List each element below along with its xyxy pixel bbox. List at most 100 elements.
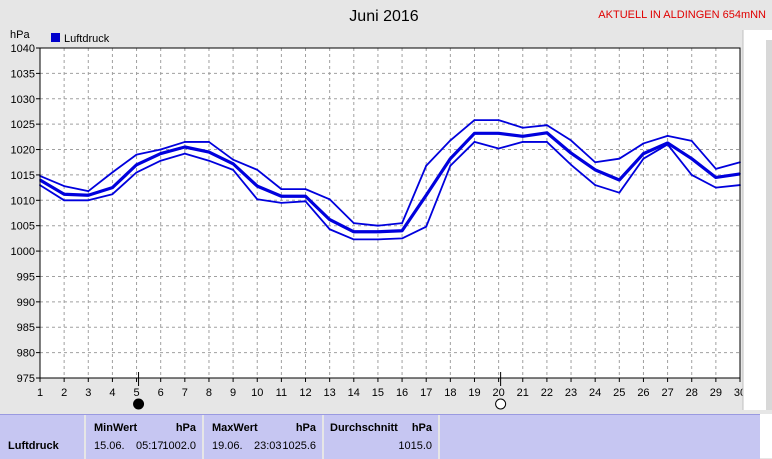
y-tick-label: 1015 — [11, 170, 35, 182]
chart-area: 975 980 985 990 995 1000 1005 1010 1015 1020 1025 1… — [10, 8, 772, 410]
stats-table: Luftdruck MinWert hPa 15.06. 05:17 1002.… — [0, 414, 760, 459]
x-tick-labels: 1 2 3 4 5 6 7 8 9 10 11 12 13 14 15 16 17 18 19 20 21 22 23 24 2… — [37, 378, 746, 399]
data-point — [594, 161, 597, 164]
data-point — [135, 153, 138, 156]
data-point — [401, 222, 403, 225]
x-tick-label: 17 — [420, 387, 432, 399]
data-point — [425, 194, 428, 197]
legend-swatch — [51, 33, 60, 42]
average-unit: hPa — [411, 422, 432, 434]
moon-phases — [133, 372, 507, 410]
data-point — [594, 184, 597, 186]
data-point — [618, 191, 621, 194]
data-point — [280, 201, 283, 204]
x-tick-label: 2 — [61, 387, 67, 399]
data-point — [111, 193, 114, 196]
data-point — [545, 141, 548, 143]
data-point — [87, 194, 90, 197]
data-point — [401, 237, 403, 240]
station-banner: AKTUELL IN ALDINGEN 654mNN — [598, 9, 766, 21]
y-tick-label: 1040 — [11, 43, 35, 55]
x-tick-label: 1 — [37, 387, 43, 399]
data-point — [183, 141, 186, 143]
data-point — [545, 124, 548, 127]
data-point — [304, 188, 307, 191]
data-point — [401, 229, 403, 232]
x-tick-label: 7 — [182, 387, 188, 399]
new-moon-icon — [133, 398, 145, 410]
data-point — [63, 185, 66, 187]
grid-lines — [40, 48, 740, 378]
data-point — [63, 199, 66, 202]
y-tick-label: 1005 — [11, 221, 35, 233]
data-point — [570, 152, 572, 154]
data-point — [473, 119, 476, 121]
data-point — [280, 195, 283, 198]
x-tick-label: 29 — [710, 387, 722, 399]
x-tick-label: 9 — [230, 387, 236, 399]
y-tick-label: 995 — [17, 271, 35, 283]
x-tick-label: 27 — [661, 387, 673, 399]
data-point — [159, 148, 162, 151]
max-date: 19.06. — [212, 440, 243, 452]
max-value: 1025.6 — [282, 440, 316, 452]
data-point — [159, 152, 162, 155]
max-time: 23:03 — [254, 440, 282, 452]
data-point — [690, 174, 693, 176]
y-tick-label: 985 — [17, 322, 35, 334]
plot-background — [40, 48, 740, 378]
x-tick-label: 21 — [517, 387, 529, 399]
data-point — [256, 168, 259, 171]
data-point — [666, 143, 669, 146]
data-point — [377, 224, 379, 227]
data-point — [256, 198, 259, 201]
data-point — [87, 199, 90, 202]
pressure-chart: 9759809859909951000100510101015102010251… — [10, 8, 772, 410]
data-point — [304, 200, 307, 203]
data-point — [449, 157, 452, 160]
data-point — [63, 193, 66, 196]
min-value-header: MinWert — [94, 422, 138, 434]
data-point — [208, 151, 210, 153]
min-date: 15.06. — [94, 440, 125, 452]
data-point — [497, 119, 500, 121]
x-tick-label: 26 — [637, 387, 649, 399]
average-cell: Durchschnitt hPa 1015.0 — [324, 415, 440, 459]
y-axis-unit: hPa — [10, 29, 30, 41]
x-tick-label: 10 — [251, 387, 263, 399]
data-point — [594, 168, 597, 171]
max-value-cell: MaxWert hPa 19.06. 23:03 1025.6 — [204, 415, 324, 459]
data-point — [425, 225, 428, 228]
x-tick-label: 25 — [613, 387, 625, 399]
data-point — [183, 146, 186, 148]
y-tick-label: 1025 — [11, 119, 35, 131]
data-point — [208, 141, 210, 143]
data-point — [352, 222, 355, 225]
data-point — [328, 218, 331, 221]
x-tick-label: 19 — [468, 387, 480, 399]
data-point — [714, 176, 717, 179]
data-point — [521, 126, 524, 129]
data-point — [618, 157, 621, 160]
x-tick-label: 8 — [206, 387, 212, 399]
x-tick-label: 14 — [348, 387, 360, 399]
min-value-cell: MinWert hPa 15.06. 05:17 1002.0 — [86, 415, 204, 459]
stats-empty-cell — [440, 415, 760, 459]
data-point — [159, 159, 162, 162]
side-scroll-track[interactable] — [766, 40, 772, 410]
data-point — [714, 186, 717, 189]
max-value-header: MaxWert — [212, 422, 258, 434]
x-tick-label: 5 — [133, 387, 139, 399]
data-point — [328, 228, 331, 231]
data-point — [690, 140, 693, 142]
x-tick-label: 28 — [686, 387, 698, 399]
data-point — [666, 134, 669, 137]
data-point — [377, 238, 379, 241]
y-tick-label: 1020 — [11, 145, 35, 157]
data-point — [111, 186, 114, 189]
data-point — [473, 141, 476, 143]
pressure-series-line — [39, 119, 741, 227]
data-point — [497, 147, 500, 150]
data-point — [280, 188, 283, 191]
y-tick-label: 975 — [17, 373, 35, 385]
